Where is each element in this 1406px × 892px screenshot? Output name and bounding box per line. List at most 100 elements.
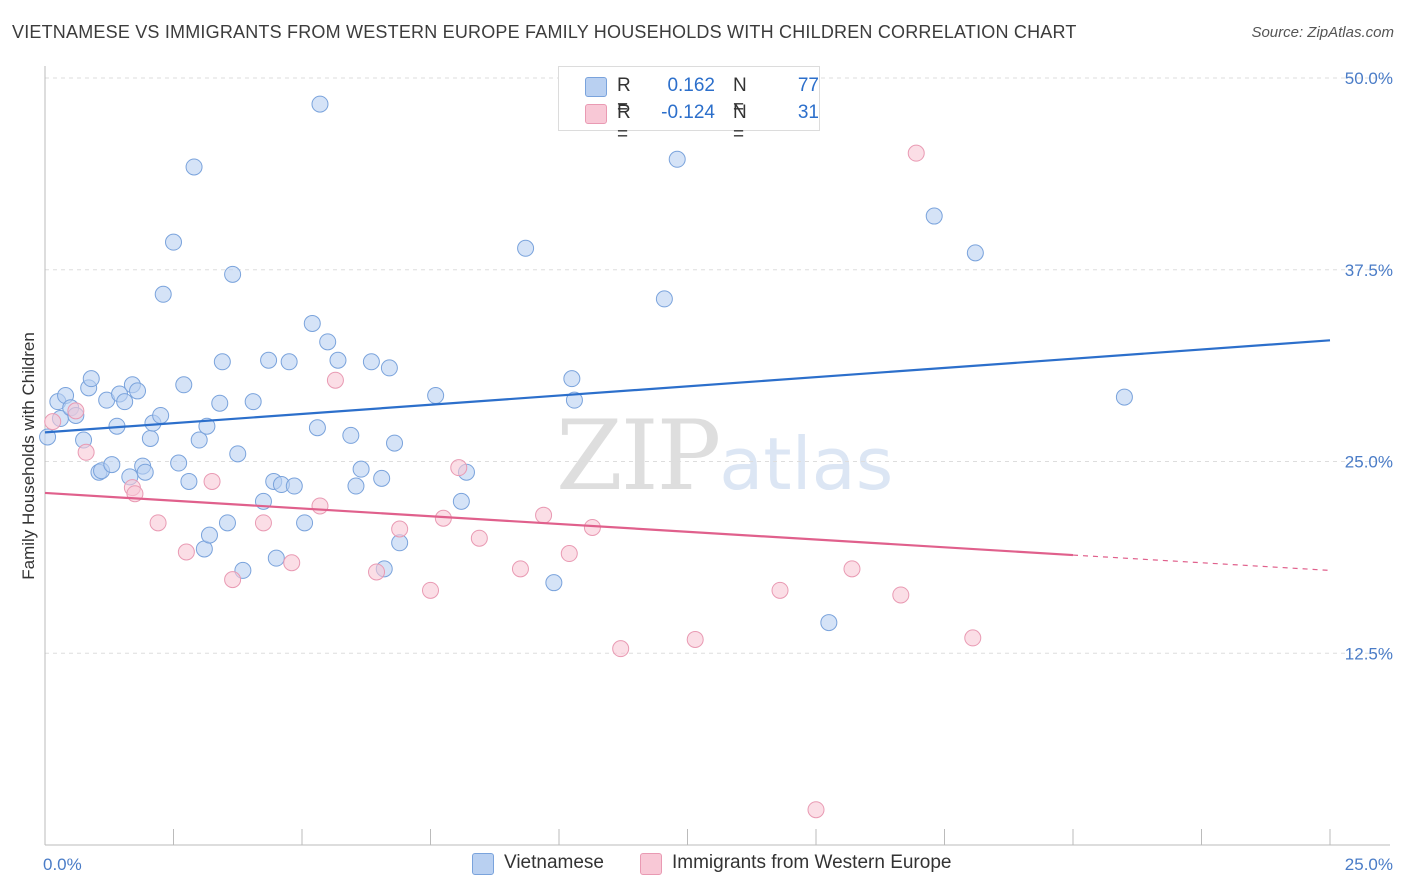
vietnamese-point — [362, 353, 380, 371]
western-europe-point — [203, 472, 221, 490]
western-europe-point — [686, 630, 704, 648]
western-europe-point — [254, 514, 272, 532]
western-europe-point — [470, 529, 488, 547]
y-tick-label: 37.5% — [1345, 261, 1393, 280]
western-europe-points — [44, 69, 982, 819]
vietnamese-trend-line — [44, 339, 1331, 434]
vietnamese-point — [966, 244, 984, 262]
western-europe-point — [44, 413, 62, 431]
legend-r-value: 0.162 — [667, 75, 715, 96]
x-tick-label: 25.0% — [1345, 855, 1393, 874]
vietnamese-point — [386, 434, 404, 452]
western-europe-point — [391, 520, 409, 538]
vietnamese-point — [224, 265, 242, 283]
vietnamese-point — [170, 454, 188, 472]
vietnamese-point — [427, 387, 445, 405]
western-europe-point — [807, 801, 825, 819]
vietnamese-point — [280, 353, 298, 371]
legend-n-value: 77 — [797, 75, 819, 96]
legend-n-value: 31 — [797, 102, 819, 123]
western-europe-point — [368, 563, 386, 581]
vietnamese-point — [563, 370, 581, 388]
vietnamese-point — [229, 445, 247, 463]
western-europe-point — [311, 497, 329, 515]
vietnamese-point — [373, 469, 391, 487]
vietnamese-point — [925, 207, 943, 225]
axes — [44, 66, 1390, 846]
vietnamese-point — [165, 233, 182, 251]
vietnamese-point — [129, 382, 147, 400]
western-europe-point — [843, 560, 861, 578]
vietnamese-point — [319, 333, 337, 351]
legend-r-label: R = — [617, 102, 631, 145]
vietnamese-point — [347, 477, 365, 495]
vietnamese-point — [308, 419, 326, 437]
legend-r-label: R = — [617, 75, 631, 118]
western-europe-trend-extension — [1072, 554, 1331, 572]
western-europe-point — [535, 506, 553, 524]
vietnamese-point — [285, 477, 303, 495]
vietnamese-point — [185, 158, 203, 176]
y-tick-label: 50.0% — [1345, 69, 1393, 88]
series-swatch-pink — [640, 853, 662, 875]
vietnamese-point — [296, 514, 314, 532]
vietnamese-point — [213, 353, 231, 371]
western-europe-point — [771, 581, 789, 599]
y-axis-label: Family Households with Children — [19, 332, 38, 580]
vietnamese-point — [380, 359, 398, 377]
source-credit: Source: ZipAtlas.com — [1251, 24, 1394, 41]
western-europe-point — [326, 371, 344, 389]
western-europe-point — [511, 560, 529, 578]
vietnamese-point — [82, 370, 100, 388]
x-tick-label: 0.0% — [43, 855, 82, 874]
vietnamese-point — [517, 239, 535, 257]
vietnamese-point — [267, 549, 285, 567]
series-label: Immigrants from Western Europe — [672, 852, 952, 873]
vietnamese-point — [565, 391, 583, 409]
vietnamese-point — [190, 431, 208, 449]
western-europe-point — [892, 586, 910, 604]
vietnamese-point — [452, 492, 470, 510]
vietnamese-point — [820, 614, 838, 632]
vietnamese-point — [303, 314, 321, 332]
vietnamese-point — [152, 406, 170, 424]
vietnamese-point — [116, 393, 134, 411]
western-europe-point — [149, 514, 167, 532]
vietnamese-point — [136, 463, 154, 481]
legend-swatch-blue — [585, 77, 607, 97]
vietnamese-point — [103, 456, 121, 474]
western-europe-point — [283, 554, 301, 572]
watermark-zip: ZIP — [556, 400, 721, 512]
vietnamese-points — [39, 95, 1133, 632]
western-europe-point — [422, 581, 439, 599]
vietnamese-point — [200, 526, 218, 544]
western-europe-point — [77, 443, 95, 461]
western-europe-point — [67, 402, 85, 420]
watermark: ZIPatlas — [556, 400, 893, 512]
trend-lines — [44, 339, 1331, 572]
legend-n-label: N = — [733, 75, 747, 118]
western-europe-point — [177, 543, 195, 561]
vietnamese-point — [311, 95, 329, 113]
vietnamese-point — [244, 393, 262, 411]
chart-title: VIETNAMESE VS IMMIGRANTS FROM WESTERN EU… — [12, 22, 1077, 42]
western-europe-point — [907, 144, 925, 162]
vietnamese-point — [352, 460, 370, 478]
western-europe-point — [964, 629, 982, 647]
vietnamese-point — [1115, 388, 1133, 406]
vietnamese-point — [668, 150, 686, 168]
vietnamese-point — [218, 514, 236, 532]
vietnamese-point — [329, 351, 347, 369]
western-europe-trend-line — [44, 491, 1074, 557]
legend-n-label: N = — [733, 102, 747, 145]
legend-r-value: -0.124 — [661, 102, 715, 123]
vietnamese-point — [154, 285, 172, 303]
vietnamese-point — [198, 417, 216, 435]
western-europe-point — [224, 571, 242, 589]
series-swatch-blue — [472, 853, 494, 875]
vietnamese-point — [655, 290, 673, 308]
y-tick-label: 25.0% — [1345, 453, 1393, 472]
vietnamese-point — [260, 351, 278, 369]
vietnamese-point — [211, 394, 229, 412]
